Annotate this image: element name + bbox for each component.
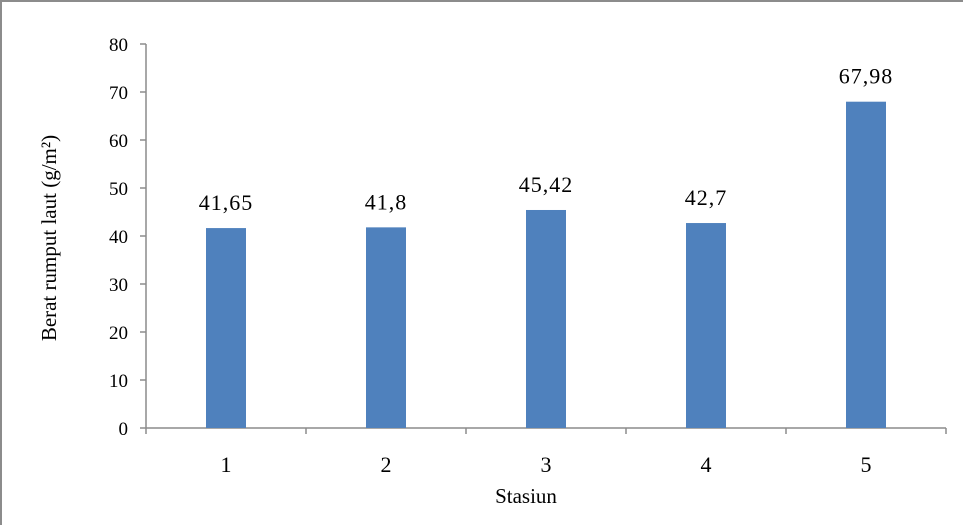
bar (206, 228, 246, 428)
x-axis-title: Stasiun (495, 484, 557, 508)
y-axis-title: Berat rumput laut (g/m²) (37, 135, 61, 341)
x-tick-label: 5 (861, 452, 872, 477)
y-tick-label: 30 (109, 275, 128, 296)
data-label: 67,98 (839, 64, 894, 89)
y-tick-label: 70 (109, 83, 128, 104)
y-tick-label: 10 (109, 371, 128, 392)
bar (846, 101, 886, 429)
x-tick-label: 1 (221, 452, 232, 477)
data-label: 45,42 (519, 172, 574, 197)
x-tick-label: 3 (541, 452, 552, 477)
y-axis: 0 10 20 30 40 50 60 70 80 (109, 35, 147, 440)
bar (526, 209, 566, 428)
bar (686, 223, 726, 428)
data-label: 41,8 (365, 189, 408, 214)
y-tick-label: 80 (109, 35, 128, 56)
bar (366, 227, 406, 428)
y-tick-label: 0 (119, 419, 129, 440)
data-label: 42,7 (685, 185, 728, 210)
y-tick-label: 20 (109, 323, 128, 344)
data-label: 41,65 (199, 190, 254, 215)
y-tick-label: 40 (109, 227, 128, 248)
x-axis: 1 2 3 4 5 (145, 427, 947, 477)
x-tick-label: 2 (381, 452, 392, 477)
y-tick-label: 50 (109, 179, 128, 200)
x-tick-label: 4 (701, 452, 712, 477)
y-tick-label: 60 (109, 131, 128, 152)
bars (206, 101, 886, 429)
data-labels: 41,65 41,8 45,42 42,7 67,98 (199, 64, 894, 215)
